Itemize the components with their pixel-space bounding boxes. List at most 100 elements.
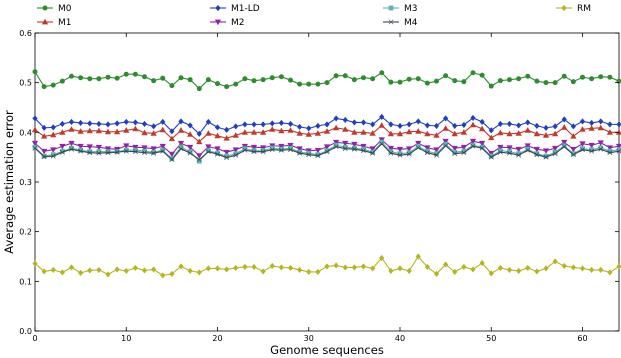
data-point-m3 <box>361 146 366 152</box>
data-point-m0 <box>579 74 585 80</box>
data-point-m2 <box>250 144 258 151</box>
data-point-rm <box>424 263 430 270</box>
data-point-m4 <box>507 150 512 156</box>
data-point-m2 <box>141 145 148 151</box>
data-point-m1 <box>168 135 175 142</box>
data-point-m2 <box>77 143 84 150</box>
data-point-m1 <box>177 127 185 133</box>
data-point-m4 <box>160 148 166 154</box>
series-m1 <box>31 121 621 145</box>
series-m1-ld <box>32 113 621 137</box>
data-point-m4 <box>388 150 394 156</box>
data-point-m1 <box>415 128 422 134</box>
data-point-m4 <box>580 147 585 153</box>
data-point-m1-ld <box>534 122 540 129</box>
data-point-m4 <box>297 150 303 156</box>
data-point-m2 <box>415 140 422 147</box>
data-point-m1-ld <box>506 120 513 127</box>
data-point-m1 <box>31 126 39 133</box>
data-point-m0 <box>123 71 129 77</box>
data-point-m1-ld <box>242 121 248 128</box>
data-point-m4 <box>41 154 47 160</box>
data-point-m0 <box>269 75 275 81</box>
legend-label: M1 <box>58 18 72 28</box>
data-point-m4 <box>470 143 476 149</box>
data-point-m1-ld <box>205 118 211 125</box>
data-point-m1 <box>150 130 157 136</box>
data-point-m0 <box>78 75 84 81</box>
data-point-rm <box>360 263 367 270</box>
data-point-m1 <box>86 127 93 134</box>
legend-marker <box>214 19 222 26</box>
x-tick-label: 20 <box>212 334 222 343</box>
data-point-m3 <box>169 156 175 162</box>
data-point-m0 <box>41 84 47 90</box>
data-point-m0 <box>233 81 239 87</box>
data-point-m0 <box>516 76 522 82</box>
data-point-m1-ld <box>87 120 93 127</box>
data-point-m1 <box>360 129 367 135</box>
data-point-rm <box>370 265 376 272</box>
data-point-m2 <box>296 146 303 152</box>
data-point-m2 <box>533 146 540 153</box>
data-point-m2 <box>497 144 504 151</box>
data-point-m1-ld <box>461 121 467 128</box>
data-point-rm <box>561 262 567 269</box>
data-point-rm <box>433 270 440 277</box>
data-point-m2 <box>104 146 112 152</box>
data-point-rm <box>278 264 284 271</box>
data-point-m2 <box>31 140 39 147</box>
data-point-m2 <box>552 145 559 152</box>
data-point-m1-ld <box>579 118 586 125</box>
data-point-m4 <box>260 149 266 155</box>
legend-label: RM <box>577 4 591 14</box>
data-point-m1 <box>104 128 112 135</box>
data-point-m1-ld <box>525 119 531 126</box>
data-point-m0 <box>561 73 567 79</box>
data-point-m1 <box>241 129 248 135</box>
data-point-m0 <box>570 79 576 85</box>
data-point-m0 <box>379 70 385 76</box>
data-point-m3 <box>278 146 284 152</box>
data-point-m3 <box>251 148 257 154</box>
series-m3 <box>32 139 621 164</box>
data-point-rm <box>160 272 166 279</box>
legend-label: M4 <box>404 18 418 28</box>
data-point-m0 <box>260 77 266 83</box>
data-point-m1 <box>323 128 331 134</box>
x-axis-label: Genome sequences <box>270 343 384 357</box>
data-point-m1 <box>387 130 394 137</box>
data-point-m1-ld <box>443 115 449 122</box>
data-point-m4 <box>516 152 522 158</box>
legend-label: M2 <box>231 18 245 28</box>
data-point-m1 <box>442 125 449 131</box>
data-point-m1-ld <box>187 122 193 129</box>
data-point-rm <box>169 270 175 277</box>
data-point-m2 <box>597 140 604 146</box>
data-point-m1-ld <box>607 121 613 128</box>
data-point-m1-ld <box>160 118 166 125</box>
legend-label: M0 <box>58 4 72 14</box>
data-point-m4 <box>415 145 421 151</box>
data-point-m0 <box>287 77 293 83</box>
data-point-m2 <box>433 147 440 153</box>
data-point-m1 <box>159 126 166 133</box>
data-point-m2 <box>214 146 221 152</box>
data-point-m2 <box>260 145 267 151</box>
data-point-m1 <box>479 125 486 132</box>
data-point-m4 <box>142 150 147 156</box>
data-point-m3 <box>96 149 102 155</box>
data-point-m4 <box>315 153 321 159</box>
data-point-m1-ld <box>342 116 348 123</box>
data-point-m1 <box>223 135 230 141</box>
data-point-rm <box>497 264 503 271</box>
data-point-rm <box>415 253 421 260</box>
data-point-m2 <box>451 145 458 152</box>
data-point-m3 <box>397 151 403 157</box>
data-point-rm <box>342 264 348 271</box>
y-tick-label: 0.4 <box>19 128 32 137</box>
data-point-m0 <box>187 77 193 83</box>
data-point-m1 <box>41 133 48 139</box>
data-point-m1 <box>287 127 294 133</box>
data-point-m1-ld <box>233 123 239 130</box>
